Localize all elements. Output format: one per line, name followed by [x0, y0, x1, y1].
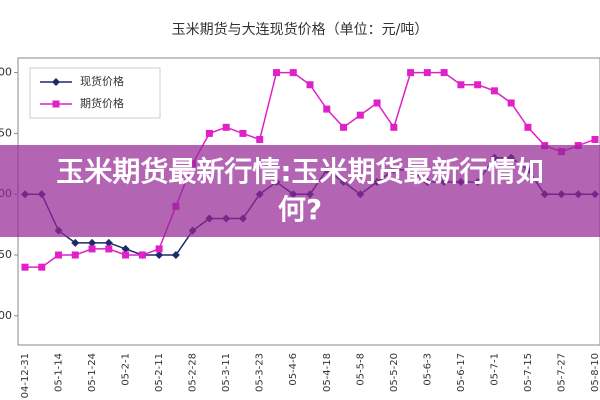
data-point	[440, 69, 448, 77]
data-point	[88, 238, 97, 247]
data-point	[122, 251, 130, 259]
banner: 玉米期货最新行情:玉米期货最新行情如何?	[0, 145, 600, 237]
x-tick-label: 05-4-18	[322, 353, 333, 392]
data-point	[423, 69, 431, 77]
y-tick-label: 1250	[0, 126, 12, 139]
legend-marker	[52, 78, 60, 86]
data-point	[239, 129, 247, 137]
legend-label: 期货价格	[80, 96, 124, 110]
legend-marker	[52, 100, 60, 108]
y-tick-label: 1100	[0, 309, 12, 322]
data-point	[474, 81, 482, 89]
data-point	[272, 69, 280, 77]
x-tick-label: 04-12-31	[20, 353, 31, 398]
x-tick-label: 05-1-24	[87, 353, 98, 392]
data-point	[507, 99, 515, 107]
x-tick-label: 05-6-17	[456, 353, 467, 392]
x-tick-label: 05-7-27	[556, 353, 567, 392]
data-point	[155, 245, 163, 253]
data-point	[373, 99, 381, 107]
data-point	[457, 81, 465, 89]
x-tick-label: 05-8-10	[590, 353, 600, 392]
x-tick-label: 05-6-3	[422, 353, 433, 386]
x-tick-label: 05-2-1	[121, 353, 132, 386]
legend-box	[29, 67, 161, 119]
data-point	[356, 111, 364, 119]
data-point	[138, 251, 146, 259]
y-tick-label: 1300	[0, 66, 12, 79]
data-point	[340, 123, 348, 131]
data-point	[222, 123, 230, 131]
x-tick-label: 05-7-1	[489, 353, 500, 386]
y-tick-label: 1150	[0, 248, 12, 261]
x-tick-label: 05-5-20	[389, 353, 400, 392]
x-tick-label: 05-1-14	[54, 353, 65, 392]
x-tick-label: 05-5-8	[355, 353, 366, 386]
data-point	[104, 238, 113, 247]
x-tick-label: 05-3-23	[255, 353, 266, 392]
data-point	[71, 251, 79, 259]
chart-title: 玉米期货与大连现货价格（单位：元/吨）	[172, 21, 429, 38]
data-point	[289, 69, 297, 77]
data-point	[205, 129, 213, 137]
data-point	[21, 263, 29, 271]
data-point	[323, 105, 331, 113]
data-point	[38, 263, 46, 271]
x-tick-label: 05-7-15	[523, 353, 534, 392]
legend-label: 现货价格	[80, 74, 124, 88]
data-point	[105, 245, 113, 253]
data-point	[490, 87, 498, 95]
data-point	[155, 251, 164, 260]
data-point	[71, 238, 80, 247]
data-point	[121, 244, 130, 253]
data-point	[390, 123, 398, 131]
x-tick-label: 05-2-11	[154, 353, 165, 392]
banner-title: 玉米期货最新行情:玉米期货最新行情如何?	[56, 155, 544, 226]
data-point	[306, 81, 314, 89]
data-point	[407, 69, 415, 77]
data-point	[524, 123, 532, 131]
data-point	[256, 135, 264, 143]
data-point	[55, 251, 63, 259]
x-tick-label: 05-2-28	[188, 353, 199, 392]
data-point	[591, 135, 599, 143]
x-tick-label: 05-4-6	[288, 353, 299, 386]
x-tick-label: 05-3-11	[221, 353, 232, 392]
data-point	[88, 245, 96, 253]
data-point	[171, 251, 180, 260]
